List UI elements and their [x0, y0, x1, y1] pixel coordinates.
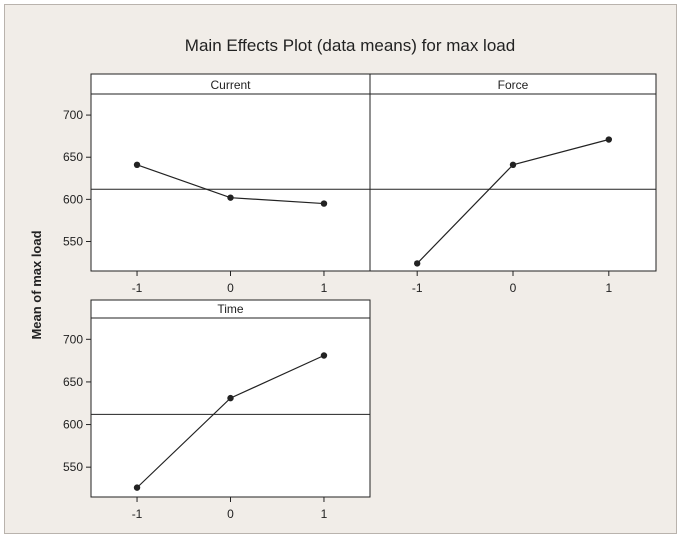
data-point — [320, 352, 328, 359]
y-tick-label: 550 — [63, 460, 83, 474]
y-tick-label: 600 — [63, 418, 83, 432]
panel-label: Current — [210, 78, 251, 92]
panel-force: Force -1 0 1 — [369, 73, 657, 295]
y-tick-label: 700 — [63, 332, 83, 346]
chart-title: Main Effects Plot (data means) for max l… — [185, 36, 515, 55]
chart-frame: Main Effects Plot (data means) for max l… — [4, 4, 677, 534]
x-tick-label: 1 — [321, 281, 328, 295]
y-tick-label: 650 — [63, 375, 83, 389]
x-tick-label: 0 — [227, 281, 234, 295]
panel-label: Time — [217, 302, 244, 316]
y-tick-label: 600 — [63, 192, 83, 206]
main-effects-chart: Main Effects Plot (data means) for max l… — [29, 36, 657, 521]
y-tick-label: 550 — [63, 235, 83, 249]
panels-group: Current 550 600 650 700 -1 0 1 Force -1 0 1 Time 550 6… — [63, 73, 657, 521]
panel-time: Time 550 600 650 700 -1 0 1 — [63, 299, 371, 521]
data-point — [227, 194, 234, 201]
data-point — [133, 161, 141, 168]
x-tick-label: -1 — [132, 507, 143, 521]
panel-box — [369, 73, 657, 272]
data-point — [413, 260, 421, 267]
x-tick-label: 0 — [227, 507, 234, 521]
panel-current: Current 550 600 650 700 -1 0 1 — [63, 73, 371, 295]
data-point — [605, 136, 613, 143]
data-point — [133, 484, 141, 491]
y-axis-label: Mean of max load — [29, 230, 44, 339]
panel-box — [90, 73, 371, 272]
x-tick-label: 1 — [605, 281, 612, 295]
data-point — [509, 161, 517, 168]
x-tick-label: 1 — [321, 507, 328, 521]
data-point — [227, 394, 234, 402]
x-tick-label: 0 — [510, 281, 517, 295]
y-tick-label: 700 — [63, 108, 83, 122]
data-point — [320, 200, 328, 207]
x-tick-label: -1 — [132, 281, 143, 295]
y-tick-label: 650 — [63, 150, 83, 164]
x-tick-label: -1 — [412, 281, 423, 295]
panel-label: Force — [498, 78, 529, 92]
